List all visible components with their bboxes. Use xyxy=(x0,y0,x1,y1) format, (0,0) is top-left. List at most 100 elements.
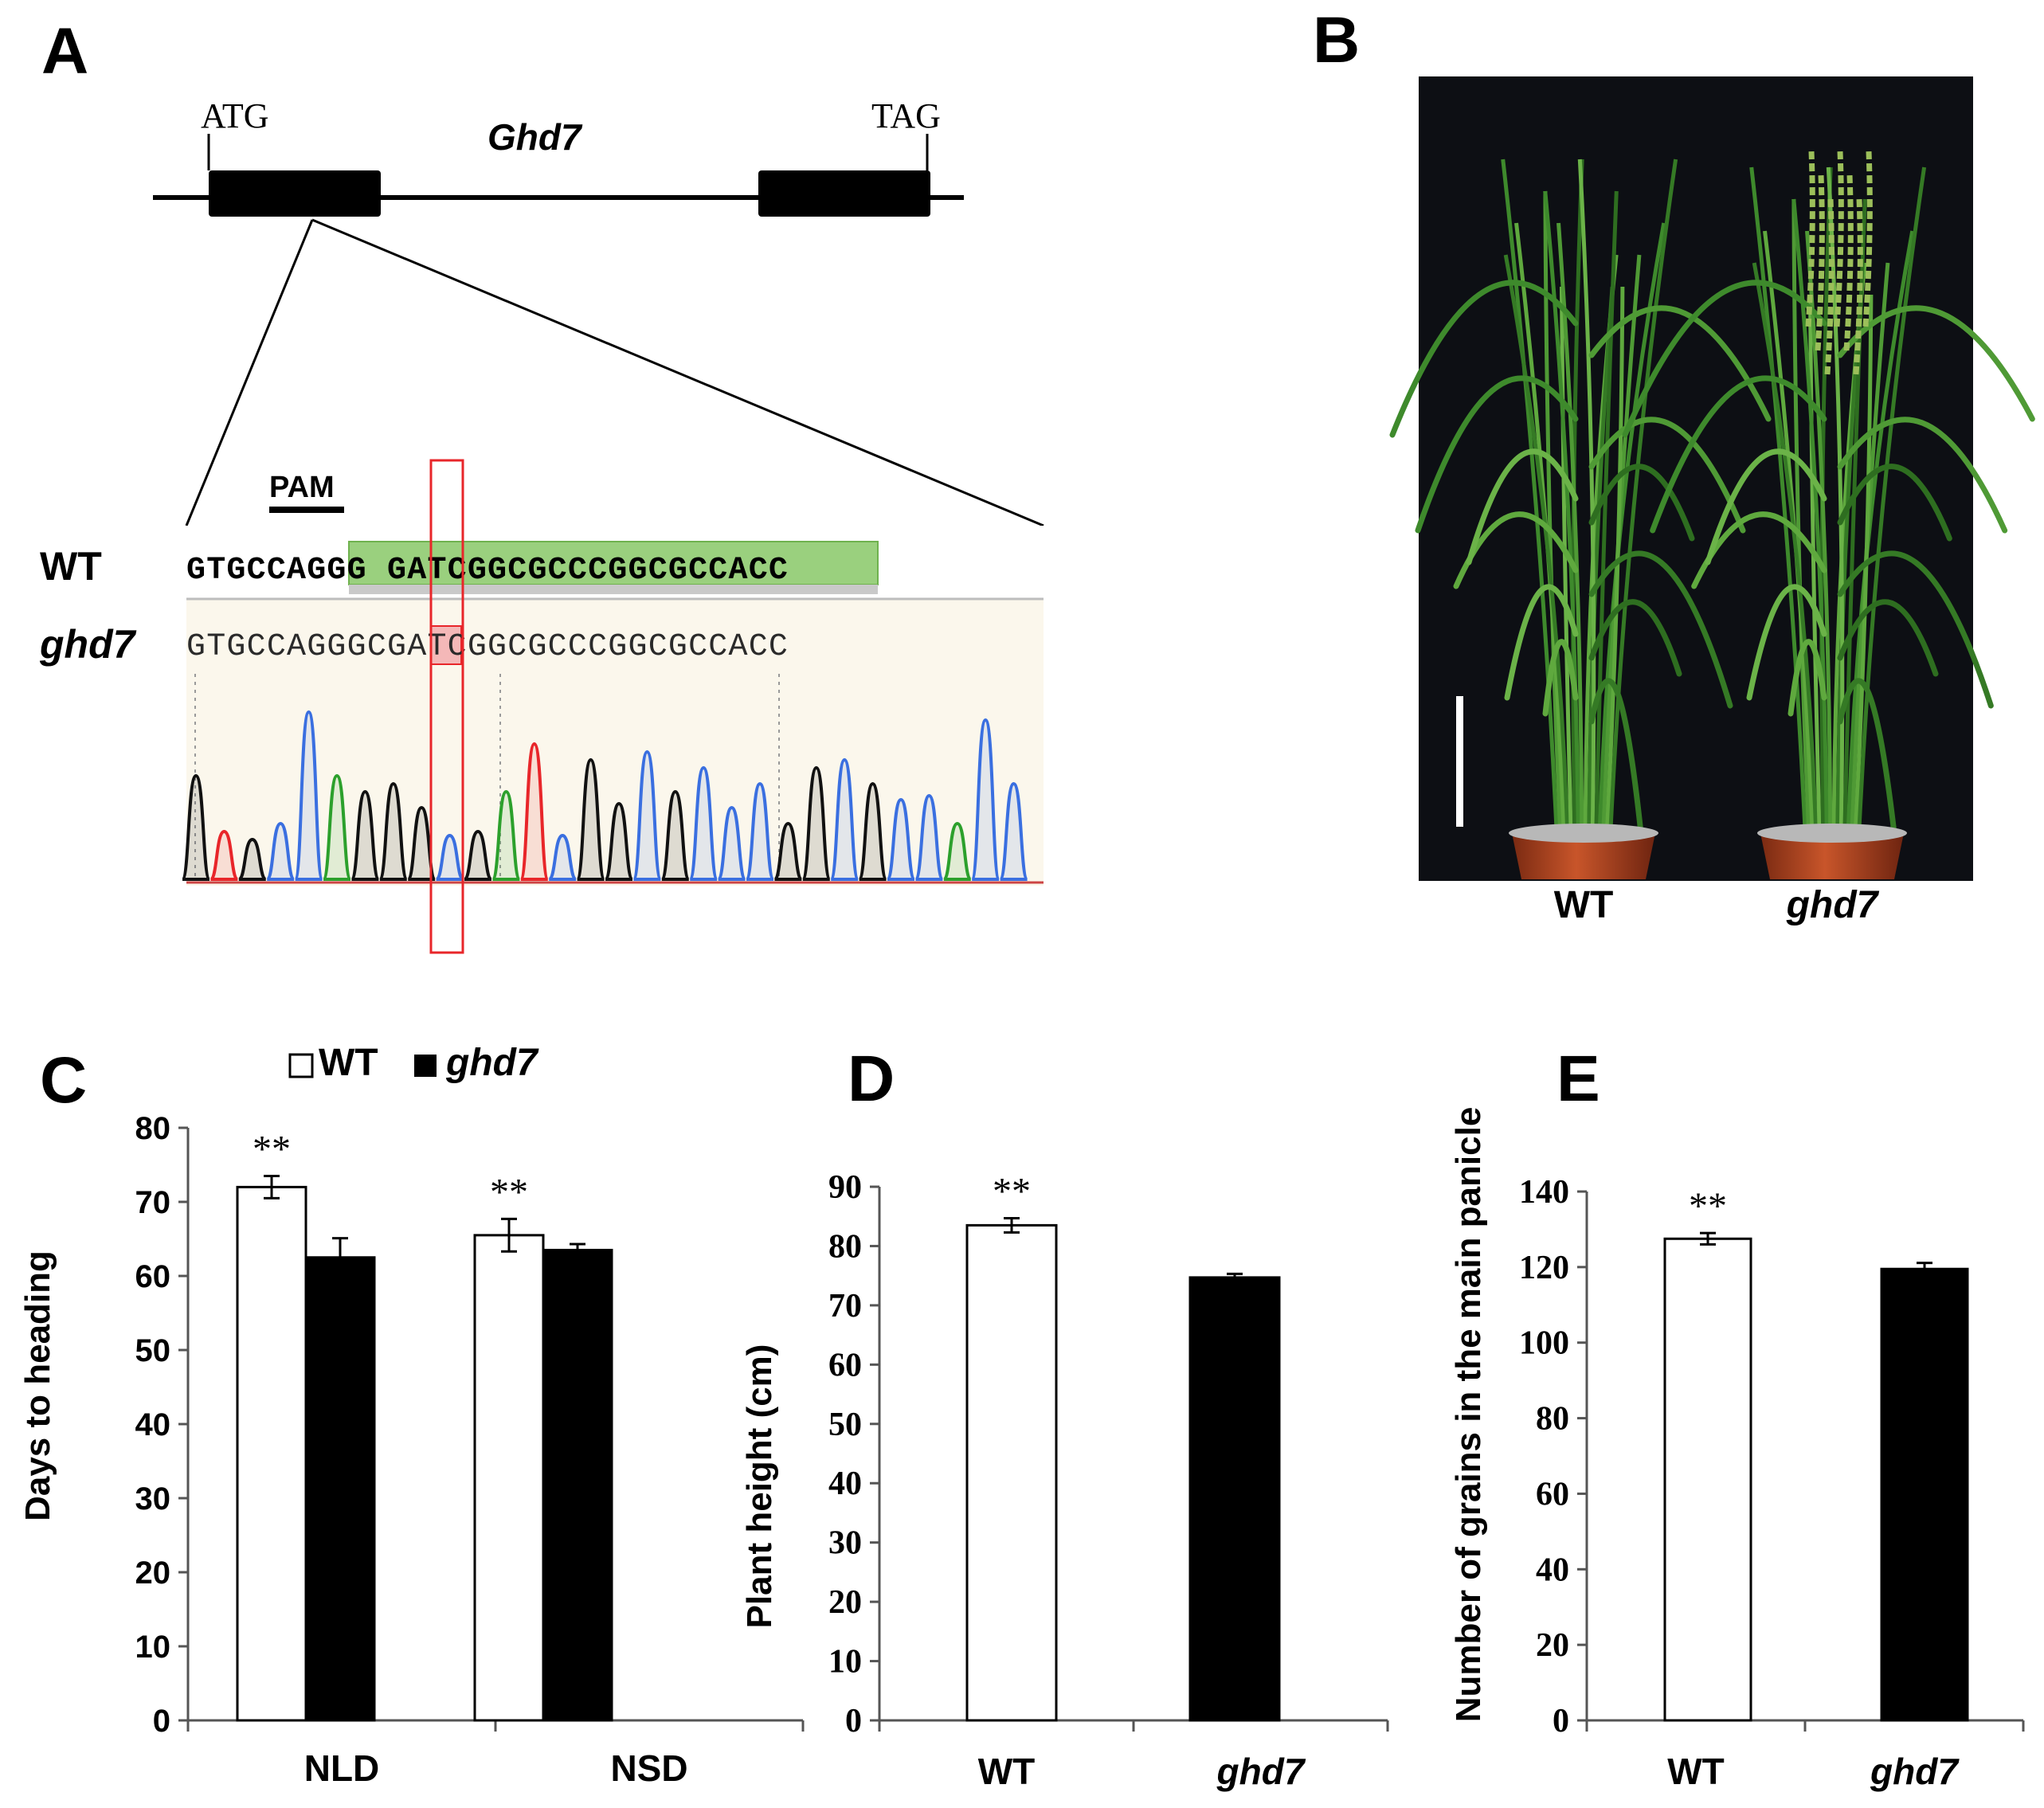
chromatogram-peak xyxy=(491,789,522,881)
y-tick-label: 20 xyxy=(828,1584,862,1621)
leaf xyxy=(1588,417,1746,534)
chromatogram-peak xyxy=(914,793,945,881)
chromatogram-peak xyxy=(886,797,916,881)
panicle xyxy=(1862,151,1873,327)
photo-label-wt: WT xyxy=(1554,884,1614,926)
insertion-highlight xyxy=(430,625,462,665)
stem xyxy=(1543,190,1563,834)
stem xyxy=(1560,286,1573,834)
x-category-label: NLD xyxy=(304,1747,380,1789)
chromatogram-peak xyxy=(434,833,465,881)
panel-c: C WT ghd7 Days to heading 0 10 20 30 40 50 60 7… xyxy=(18,1042,805,1789)
rice-plant xyxy=(1622,151,2035,879)
leaf xyxy=(1837,678,1897,836)
rice-plants-illustration xyxy=(1389,151,2035,879)
y-tick-label: 90 xyxy=(828,1169,862,1206)
x-category-label: WT xyxy=(1667,1751,1725,1792)
zoom-line-right xyxy=(311,218,1044,527)
pot xyxy=(1512,833,1655,879)
panicle xyxy=(1843,174,1854,351)
wt-seq-label: WT xyxy=(40,544,102,589)
chromatogram-peak xyxy=(519,742,550,881)
y-tick-label: 60 xyxy=(135,1259,171,1294)
chart-d: 0 10 20 30 40 50 60 70 80 90 ** WT ghd7 xyxy=(828,1169,1389,1792)
leaf xyxy=(1622,280,1827,438)
chromatogram-peak xyxy=(378,781,409,881)
chromatogram-peak xyxy=(293,710,324,881)
bar xyxy=(236,1185,307,1722)
stem xyxy=(1503,254,1570,834)
bar xyxy=(965,1223,1058,1722)
gene-model: ATG TAG Ghd7 xyxy=(153,96,1044,527)
plant-photo xyxy=(1389,76,2035,881)
c-ylabel: Days to heading xyxy=(18,1250,57,1521)
y-tick-label: 30 xyxy=(135,1481,171,1516)
y-tick-label: 10 xyxy=(135,1630,171,1665)
leaf xyxy=(1788,639,1827,717)
leaf xyxy=(1588,305,1772,422)
y-tick-label: 0 xyxy=(845,1703,862,1740)
chromatogram-peak xyxy=(970,718,1001,881)
legend-wt-swatch xyxy=(288,1053,314,1078)
photo-label-ghd7: ghd7 xyxy=(1786,884,1880,926)
y-tick-label: 80 xyxy=(828,1228,862,1265)
panel-b: B WT ghd7 xyxy=(1313,4,2035,926)
scale-bar xyxy=(1456,696,1463,827)
panel-e: E Number of grains in the main panicle 0… xyxy=(1449,1043,2025,1792)
chromatogram-peak xyxy=(322,773,352,881)
leaf xyxy=(1837,464,1952,542)
stem xyxy=(1577,158,1596,834)
chromatogram-peak xyxy=(350,789,381,881)
legend-ghd7-label: ghd7 xyxy=(445,1042,539,1084)
y-tick-label: 40 xyxy=(828,1466,862,1502)
chromatogram-peak xyxy=(660,789,691,881)
bar xyxy=(304,1256,376,1722)
panicle xyxy=(1815,174,1825,351)
x-category-label: WT xyxy=(978,1751,1036,1792)
bar xyxy=(1663,1237,1752,1722)
leaf xyxy=(1588,678,1644,836)
stem xyxy=(1857,166,1927,834)
sequence-panel: PAM WT ghd7 GTGCCAGGG GATCGGCGCCCGGCGCCA… xyxy=(39,459,1044,954)
significance-mark: ** xyxy=(490,1171,528,1213)
chromatogram-peak xyxy=(942,821,973,881)
d-ylabel: Plant height (cm) xyxy=(740,1344,779,1629)
leaf xyxy=(1415,375,1579,534)
stem xyxy=(1543,190,1580,834)
leaf xyxy=(1588,550,1733,709)
stem xyxy=(1752,262,1819,834)
chromatogram-peak xyxy=(181,773,211,881)
e-ylabel: Number of grains in the main panicle xyxy=(1449,1107,1488,1723)
chromatogram-peak xyxy=(547,833,578,881)
chromatogram-peak xyxy=(998,781,1029,881)
panel-label-c: C xyxy=(40,1044,87,1117)
chart-c: 0 10 20 30 40 50 60 70 80 ** NLD ** NSD xyxy=(135,1111,805,1789)
y-tick-label: 40 xyxy=(1536,1552,1569,1588)
chromatogram-peak xyxy=(632,749,663,881)
stem xyxy=(1594,190,1619,834)
start-codon-label: ATG xyxy=(201,96,269,135)
stem xyxy=(1608,158,1678,834)
zoom-line-left xyxy=(185,219,314,526)
y-tick-label: 60 xyxy=(828,1347,862,1383)
y-tick-label: 120 xyxy=(1519,1250,1569,1286)
y-tick-label: 70 xyxy=(828,1288,862,1325)
y-tick-label: 100 xyxy=(1519,1325,1569,1362)
leaf xyxy=(1588,464,1695,542)
chromatogram-peak xyxy=(265,821,296,881)
leaf xyxy=(1504,584,1579,701)
chromatogram-peak xyxy=(829,757,860,881)
leaf xyxy=(1588,599,1682,677)
panicle xyxy=(1853,198,1863,375)
rice-plant xyxy=(1389,158,1772,879)
y-tick-label: 140 xyxy=(1519,1174,1569,1211)
chromatogram-peak xyxy=(857,781,888,881)
leaf xyxy=(1837,550,1994,709)
chromatogram-peak xyxy=(237,837,267,881)
x-category-label: ghd7 xyxy=(1216,1751,1306,1792)
panel-label-d: D xyxy=(848,1043,895,1115)
stem xyxy=(1587,286,1615,834)
y-tick-label: 10 xyxy=(828,1644,862,1681)
pot-rim xyxy=(1757,824,1907,843)
